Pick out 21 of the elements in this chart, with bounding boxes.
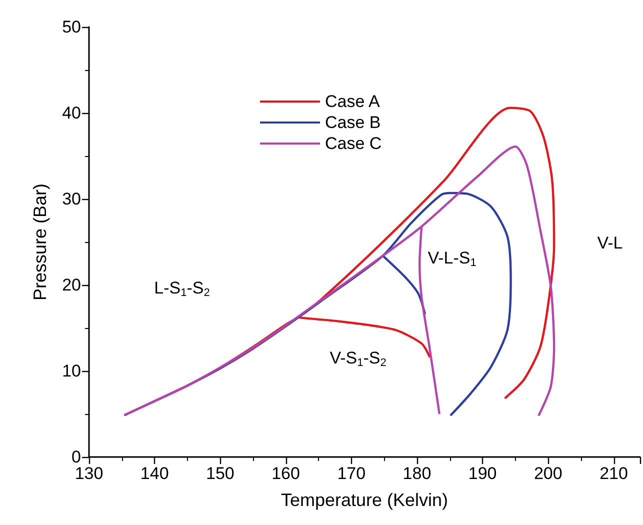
y-tick-label: 50 (62, 18, 81, 36)
y-tick-label: 30 (62, 190, 81, 208)
x-tick-label: 150 (206, 464, 234, 483)
legend-label: Case B (325, 113, 381, 132)
y-axis-title: Pressure (Bar) (30, 183, 50, 301)
legend-label: Case C (325, 134, 382, 153)
legend-label: Case A (325, 92, 380, 111)
x-tick-label: 200 (534, 464, 562, 483)
y-tick-label: 20 (62, 276, 81, 294)
x-tick-label: 180 (402, 464, 432, 483)
annotation: V-L (597, 234, 623, 252)
y-tick-label: 10 (62, 362, 81, 380)
x-tick-label: 190 (468, 464, 497, 483)
x-tick-label: 140 (140, 464, 169, 483)
x-tick-label: 170 (337, 464, 366, 483)
x-tick-label: 210 (600, 464, 628, 483)
x-tick-label: 130 (74, 464, 104, 483)
y-tick-label: 0 (72, 448, 81, 466)
y-tick-label: 40 (62, 104, 81, 122)
x-tick-label: 160 (272, 464, 300, 483)
x-axis-title: Temperature (Kelvin) (280, 490, 448, 510)
